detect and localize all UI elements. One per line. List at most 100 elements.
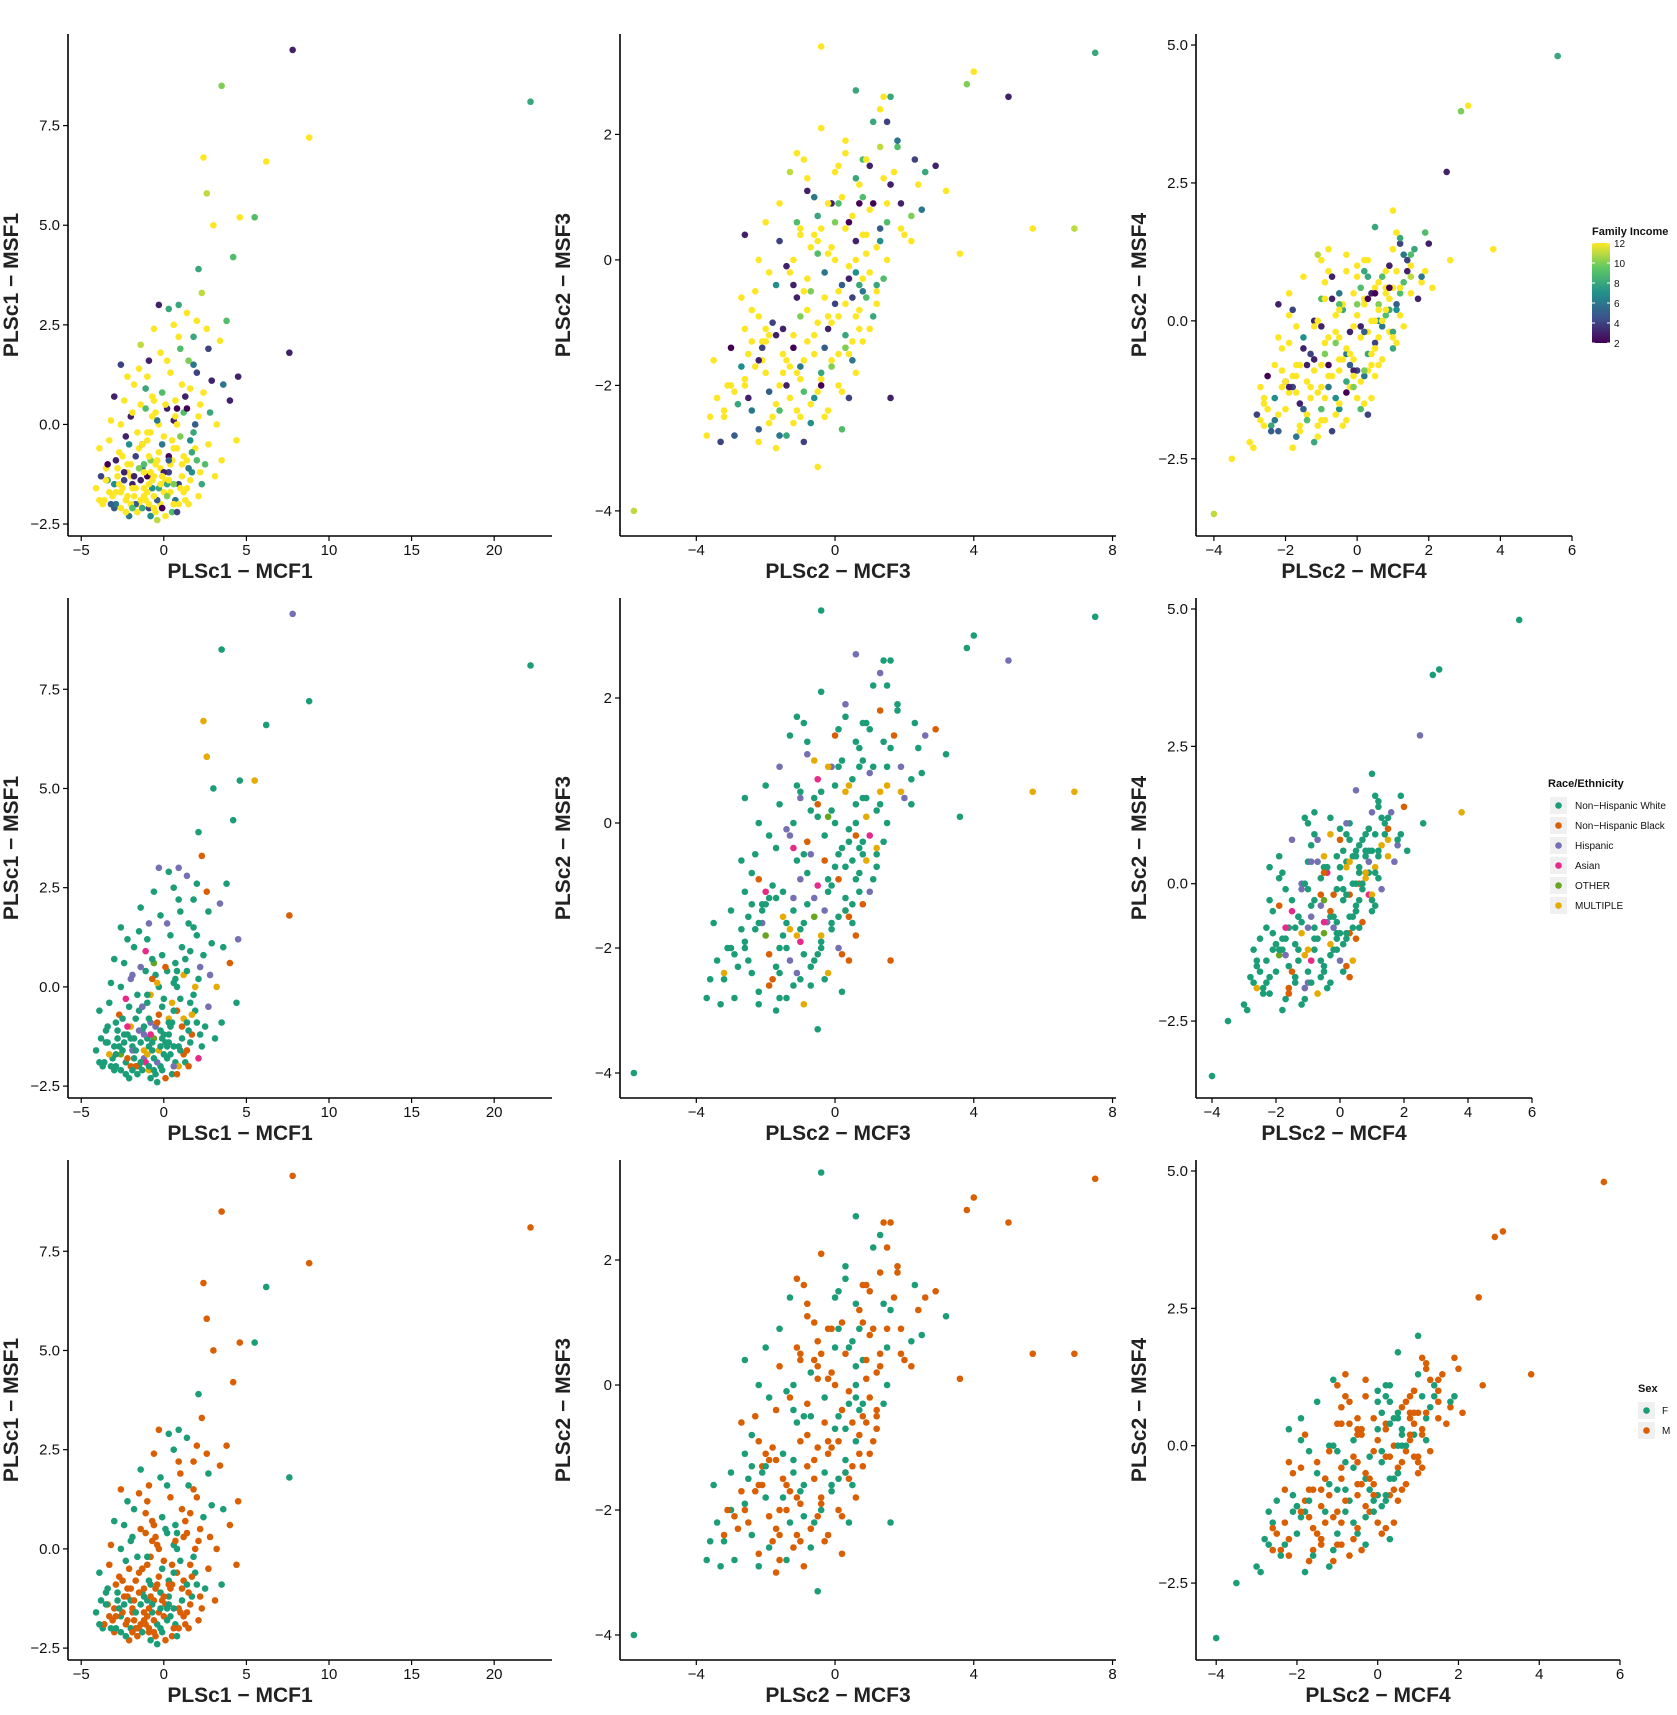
data-point bbox=[181, 393, 189, 400]
data-point bbox=[817, 375, 825, 383]
data-point bbox=[769, 882, 776, 889]
data-point bbox=[139, 504, 146, 512]
data-point bbox=[97, 472, 105, 480]
data-point bbox=[703, 994, 711, 1002]
data-point bbox=[1314, 251, 1322, 258]
data-point bbox=[1305, 1557, 1313, 1565]
data-point bbox=[1289, 444, 1296, 452]
data-point bbox=[1335, 400, 1343, 407]
data-point bbox=[205, 345, 212, 353]
data-point bbox=[110, 1043, 118, 1050]
data-point bbox=[880, 175, 887, 182]
data-point bbox=[814, 1337, 822, 1345]
y-tick-label: 0 bbox=[604, 1377, 612, 1394]
data-point bbox=[762, 888, 769, 896]
colorbar-label: 10 bbox=[1614, 259, 1626, 270]
data-point bbox=[158, 1565, 166, 1573]
y-tick-label: 7.5 bbox=[39, 681, 60, 698]
data-point bbox=[956, 1375, 964, 1383]
data-point bbox=[170, 1605, 178, 1612]
data-point bbox=[1355, 924, 1363, 931]
legend-marker bbox=[1555, 902, 1562, 909]
data-point bbox=[153, 457, 161, 464]
data-point bbox=[849, 212, 856, 220]
data-point bbox=[845, 1344, 853, 1351]
data-point bbox=[195, 265, 202, 273]
data-point bbox=[710, 919, 717, 927]
data-point bbox=[137, 496, 144, 504]
data-point bbox=[911, 1281, 919, 1289]
data-point bbox=[1350, 1535, 1357, 1543]
data-point bbox=[107, 417, 115, 424]
data-point bbox=[142, 385, 149, 392]
data-point bbox=[824, 763, 832, 771]
data-point bbox=[193, 1019, 201, 1026]
data-point bbox=[157, 1605, 164, 1612]
data-point bbox=[814, 388, 822, 395]
data-point bbox=[717, 1562, 724, 1570]
data-point bbox=[758, 907, 766, 914]
data-point bbox=[527, 1224, 534, 1231]
data-point bbox=[724, 944, 731, 952]
data-point bbox=[845, 782, 853, 789]
data-point bbox=[786, 957, 794, 964]
data-point bbox=[190, 361, 197, 368]
data-point bbox=[1406, 1436, 1414, 1444]
data-point bbox=[1320, 852, 1328, 860]
data-point bbox=[762, 325, 769, 333]
data-point bbox=[828, 1481, 835, 1489]
data-point bbox=[139, 1628, 146, 1636]
data-point bbox=[797, 794, 804, 802]
data-point bbox=[1339, 968, 1347, 975]
data-point bbox=[102, 1601, 110, 1608]
data-point bbox=[160, 1557, 168, 1565]
data-point bbox=[831, 819, 839, 827]
legend-label: Non−Hispanic Black bbox=[1575, 821, 1666, 832]
y-axis-title: PLSc1 − MSF1 bbox=[0, 213, 23, 357]
data-point bbox=[724, 382, 731, 389]
data-point bbox=[143, 991, 151, 999]
data-point bbox=[1325, 1447, 1333, 1455]
legend-marker bbox=[1555, 822, 1562, 829]
data-point bbox=[1418, 278, 1425, 286]
data-point bbox=[703, 1556, 711, 1564]
data-point bbox=[1292, 372, 1300, 380]
data-point bbox=[942, 750, 950, 758]
data-point bbox=[175, 864, 182, 872]
data-point bbox=[120, 1039, 128, 1046]
data-point bbox=[852, 832, 860, 839]
data-point bbox=[817, 788, 825, 796]
data-point bbox=[1263, 924, 1270, 931]
data-point bbox=[765, 1544, 773, 1551]
data-point bbox=[1362, 1376, 1369, 1384]
data-point bbox=[769, 319, 776, 326]
data-point bbox=[1394, 841, 1401, 849]
data-point bbox=[810, 794, 818, 802]
data-point bbox=[765, 419, 773, 427]
data-point bbox=[157, 349, 164, 357]
data-point bbox=[1414, 1469, 1422, 1477]
colorbar-label: 8 bbox=[1614, 279, 1620, 290]
data-point bbox=[1410, 1420, 1418, 1428]
data-point bbox=[183, 1529, 191, 1537]
data-point bbox=[120, 1521, 128, 1529]
data-point bbox=[804, 750, 811, 758]
y-tick-label: −2.5 bbox=[1158, 451, 1188, 468]
x-tick-label: 15 bbox=[403, 1104, 420, 1121]
legend-marker bbox=[1555, 862, 1562, 869]
data-point bbox=[835, 944, 842, 952]
data-point bbox=[873, 1369, 880, 1376]
data-point bbox=[921, 1294, 929, 1301]
data-point bbox=[1357, 323, 1365, 330]
data-point bbox=[1271, 416, 1279, 424]
data-point bbox=[762, 932, 769, 939]
x-axis-title: PLSc2 − MCF4 bbox=[1261, 1122, 1407, 1145]
data-point bbox=[201, 1585, 209, 1592]
data-point bbox=[1303, 416, 1311, 424]
data-point bbox=[150, 492, 158, 500]
data-point bbox=[883, 256, 891, 264]
data-point bbox=[1318, 256, 1325, 264]
data-point bbox=[873, 850, 880, 858]
data-point bbox=[804, 838, 811, 846]
data-point bbox=[1393, 339, 1400, 347]
